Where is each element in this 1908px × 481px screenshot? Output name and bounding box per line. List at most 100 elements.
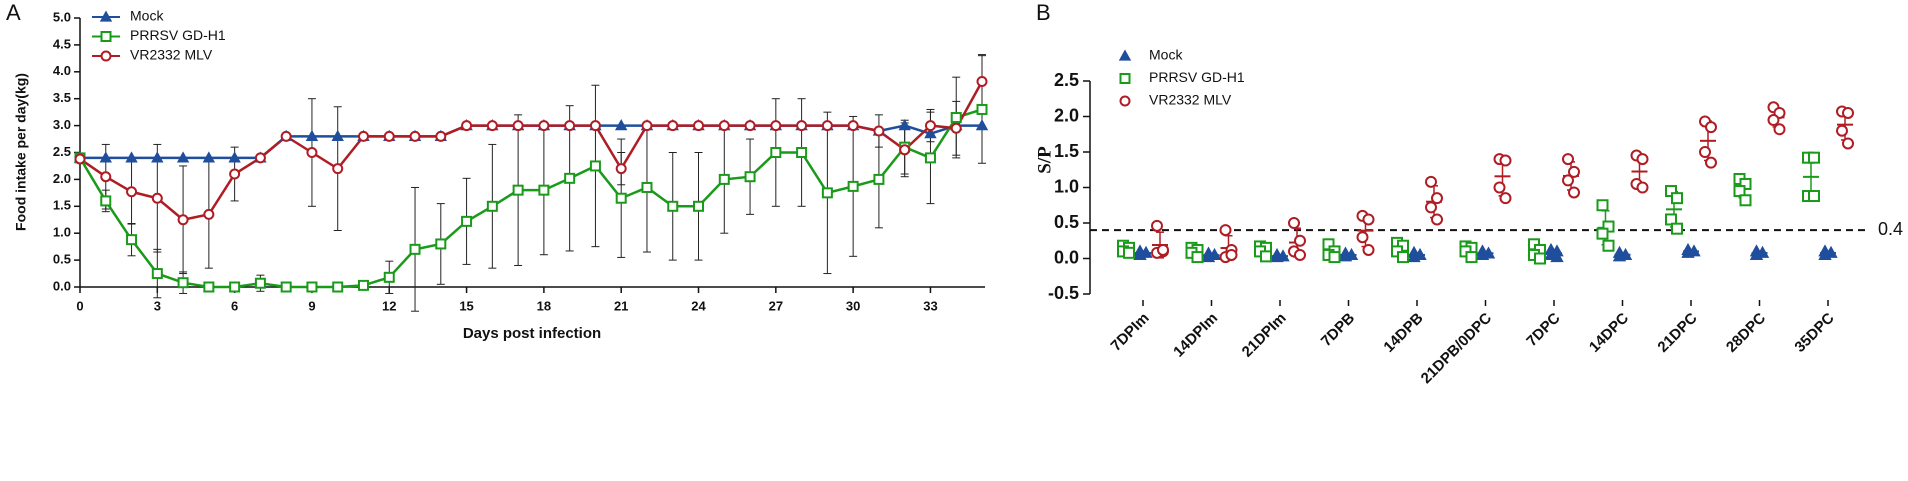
y-tick-label: 3.0 — [53, 117, 71, 132]
marker — [589, 120, 601, 132]
x-tick-label: 6 — [231, 298, 238, 313]
legend-label: VR2332 MLV — [130, 47, 213, 63]
marker — [332, 281, 344, 293]
marker — [873, 125, 885, 137]
legend-label: PRRSV GD-H1 — [130, 27, 226, 43]
y-tick-label: 2.0 — [1054, 105, 1079, 125]
marker — [770, 147, 782, 158]
marker — [1808, 190, 1820, 203]
marker — [126, 234, 138, 246]
marker — [99, 151, 112, 163]
marker — [1596, 199, 1609, 212]
marker — [1362, 243, 1375, 256]
marker — [1475, 247, 1490, 260]
marker — [976, 75, 988, 87]
marker — [1219, 224, 1232, 237]
y-tick-label: 1.5 — [1054, 141, 1079, 161]
marker — [1808, 151, 1820, 164]
marker — [357, 130, 369, 142]
marker — [538, 184, 550, 196]
x-tick-label: 27 — [769, 298, 783, 313]
marker — [280, 130, 292, 142]
marker — [873, 173, 885, 185]
marker — [1270, 250, 1284, 263]
marker — [1288, 217, 1300, 229]
marker — [409, 130, 421, 142]
marker — [1397, 251, 1409, 264]
marker — [1705, 156, 1717, 169]
marker — [512, 184, 524, 196]
marker — [176, 151, 190, 163]
marker — [1123, 246, 1135, 259]
marker — [667, 200, 679, 212]
marker — [1191, 251, 1204, 264]
marker — [1499, 192, 1512, 205]
marker — [1773, 123, 1786, 136]
marker — [435, 130, 447, 142]
marker — [796, 120, 808, 132]
marker — [1407, 250, 1421, 263]
marker — [203, 281, 215, 293]
marker — [615, 163, 627, 175]
marker — [1465, 251, 1478, 264]
marker — [435, 238, 447, 250]
marker — [228, 151, 241, 163]
marker — [1596, 227, 1609, 240]
marker — [461, 120, 473, 132]
y-tick-label: 4.0 — [53, 63, 71, 78]
marker — [744, 171, 756, 183]
marker — [1499, 154, 1512, 167]
marker — [1431, 213, 1443, 226]
marker — [486, 120, 498, 132]
marker — [229, 168, 241, 180]
x-tick-label: 21DPB/0DPC — [1418, 310, 1496, 388]
marker — [1562, 174, 1574, 187]
marker — [1425, 175, 1437, 188]
x-tick-label: 28DPC — [1723, 309, 1769, 355]
x-tick-label: 21DPIm — [1239, 310, 1290, 361]
marker — [1356, 231, 1369, 244]
marker — [203, 208, 215, 220]
x-tick-label: 14DPB — [1380, 309, 1426, 355]
marker — [1119, 73, 1131, 84]
marker — [1562, 153, 1574, 166]
marker — [1534, 252, 1546, 265]
marker — [1260, 250, 1272, 263]
marker — [1328, 251, 1341, 264]
y-tick-label: 2.0 — [53, 171, 71, 186]
marker — [383, 271, 395, 283]
marker — [125, 151, 138, 163]
marker — [229, 281, 241, 293]
marker — [615, 192, 627, 204]
marker — [280, 281, 292, 293]
marker — [1157, 243, 1169, 256]
x-tick-label: 24 — [691, 298, 706, 313]
marker — [564, 172, 576, 184]
marker — [1201, 250, 1216, 263]
legend-label: VR2332 MLV — [1149, 92, 1232, 108]
marker — [1818, 247, 1832, 260]
marker — [357, 279, 369, 291]
marker — [254, 277, 266, 289]
marker — [1338, 249, 1353, 262]
marker — [151, 192, 163, 204]
marker — [589, 160, 601, 172]
marker — [1705, 121, 1717, 134]
marker — [1431, 192, 1443, 205]
marker — [950, 112, 962, 124]
marker — [950, 122, 962, 134]
marker — [1151, 219, 1163, 232]
marker — [718, 173, 730, 185]
panel-label: A — [6, 0, 21, 25]
marker — [821, 120, 833, 132]
y-axis-label: S/P — [1034, 146, 1055, 174]
marker — [202, 151, 216, 163]
y-tick-label: 0.5 — [53, 252, 71, 267]
x-tick-label: 14DPC — [1586, 309, 1632, 355]
y-tick-label: 1.0 — [53, 225, 71, 240]
x-tick-label: 14DPIm — [1170, 310, 1221, 361]
marker — [693, 200, 705, 212]
marker — [1636, 153, 1649, 166]
marker — [1119, 95, 1131, 107]
x-axis-label: Days post infection — [463, 325, 601, 342]
